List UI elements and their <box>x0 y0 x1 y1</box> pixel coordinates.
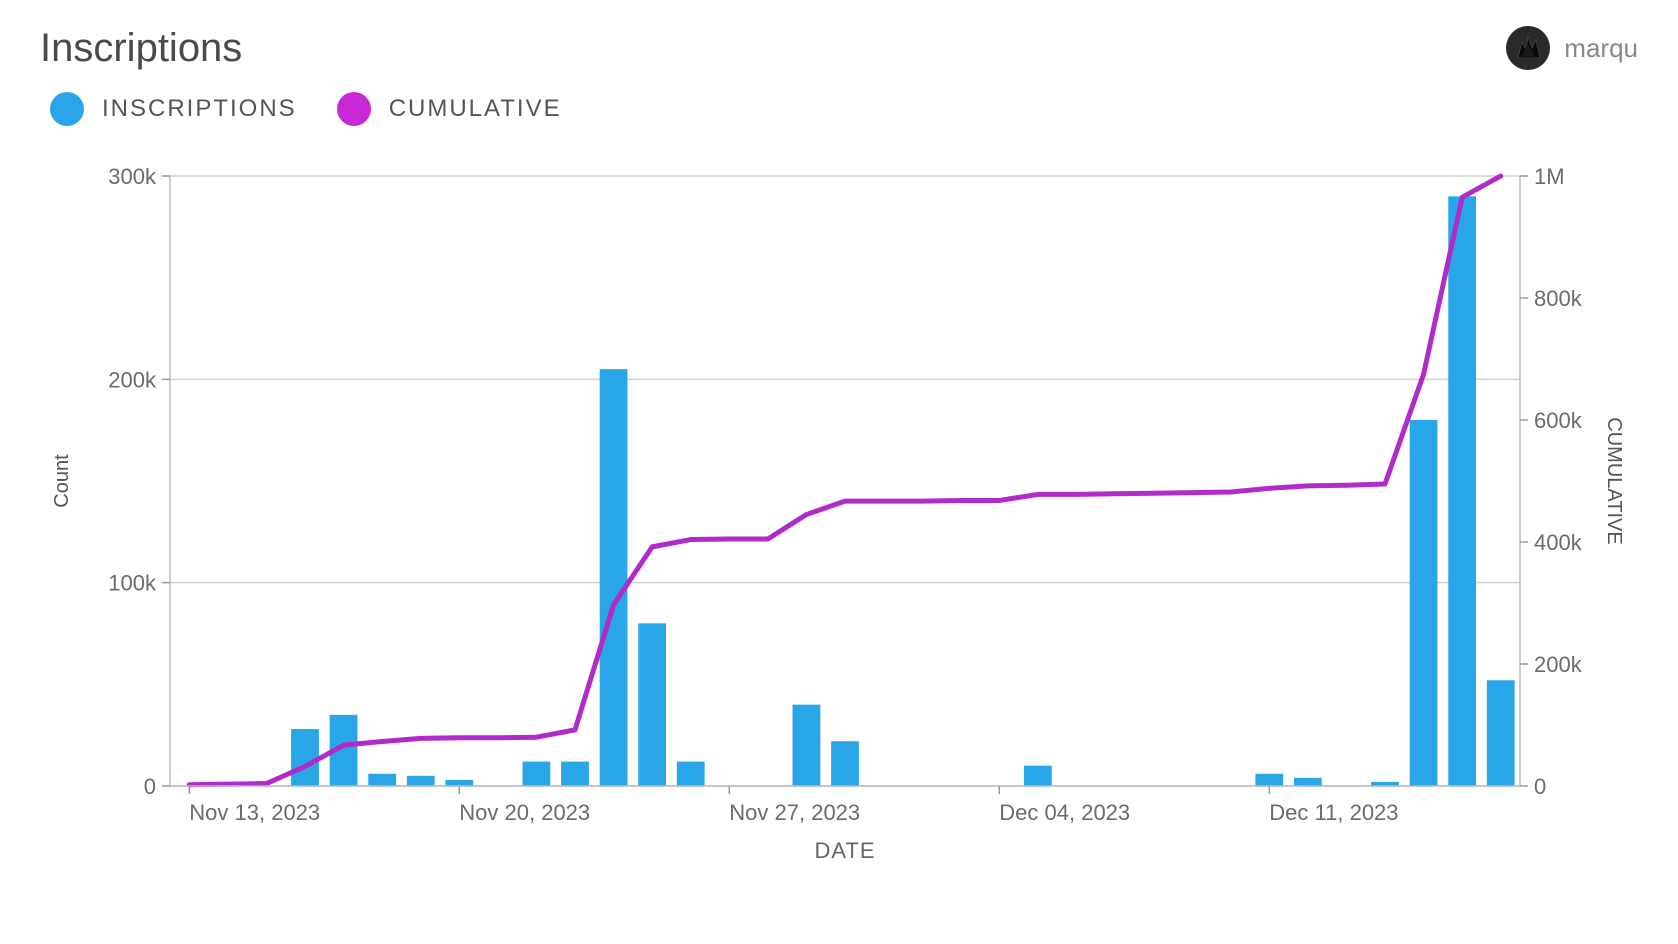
legend-label-inscriptions: INSCRIPTIONS <box>102 95 297 123</box>
bar[interactable] <box>561 762 589 786</box>
y-right-tick-label: 400k <box>1534 530 1583 555</box>
x-tick-label: Nov 20, 2023 <box>459 800 590 825</box>
bar[interactable] <box>638 623 666 786</box>
bar[interactable] <box>1410 420 1438 786</box>
x-tick-label: Dec 11, 2023 <box>1269 800 1398 825</box>
x-title: DATE <box>814 838 875 863</box>
y-right-tick-label: 600k <box>1534 408 1583 433</box>
bar[interactable] <box>1294 778 1322 786</box>
header: Inscriptions marqu <box>40 24 1638 72</box>
legend-item-inscriptions[interactable]: INSCRIPTIONS <box>50 92 297 126</box>
legend-marker-inscriptions <box>50 92 84 126</box>
bar[interactable] <box>407 776 435 786</box>
x-tick-label: Nov 27, 2023 <box>729 800 860 825</box>
cumulative-line[interactable] <box>189 176 1500 785</box>
chart-svg: 0 100k 200k 300k 0 200k 400k 600k 800k 1M Nov 13, … <box>40 156 1630 876</box>
y-right-tick-label: 800k <box>1534 286 1583 311</box>
legend: INSCRIPTIONS CUMULATIVE <box>40 92 1638 126</box>
y-right-tick-label: 1M <box>1534 164 1565 189</box>
x-tick-label: Nov 13, 2023 <box>189 800 320 825</box>
x-tick-label: Dec 04, 2023 <box>999 800 1130 825</box>
bar[interactable] <box>1448 196 1476 786</box>
y-right-title: CUMULATIVE <box>1603 417 1625 544</box>
bar[interactable] <box>445 780 473 786</box>
legend-marker-cumulative <box>337 92 371 126</box>
y-left-tick-label: 200k <box>108 367 157 392</box>
bar[interactable] <box>793 705 821 786</box>
y-left-title: Count <box>51 454 73 508</box>
bar[interactable] <box>1487 680 1515 786</box>
avatar-icon <box>1504 24 1552 72</box>
y-right-tick-label: 0 <box>1534 774 1546 799</box>
y-left-tick-label: 0 <box>144 774 156 799</box>
profile-name: marqu <box>1564 33 1638 64</box>
bar[interactable] <box>291 729 319 786</box>
legend-item-cumulative[interactable]: CUMULATIVE <box>337 92 562 126</box>
y-left-tick-label: 100k <box>108 571 157 596</box>
y-left-tick-label: 300k <box>108 164 157 189</box>
bar[interactable] <box>368 774 396 786</box>
bar[interactable] <box>831 741 859 786</box>
bar[interactable] <box>1255 774 1283 786</box>
chart: 0 100k 200k 300k 0 200k 400k 600k 800k 1M Nov 13, … <box>40 156 1638 876</box>
page-title: Inscriptions <box>40 26 242 71</box>
bar[interactable] <box>523 762 551 786</box>
y-right-tick-label: 200k <box>1534 652 1583 677</box>
bar[interactable] <box>677 762 705 786</box>
bar[interactable] <box>600 369 628 786</box>
bar[interactable] <box>1024 766 1052 786</box>
profile[interactable]: marqu <box>1504 24 1638 72</box>
legend-label-cumulative: CUMULATIVE <box>389 95 562 123</box>
